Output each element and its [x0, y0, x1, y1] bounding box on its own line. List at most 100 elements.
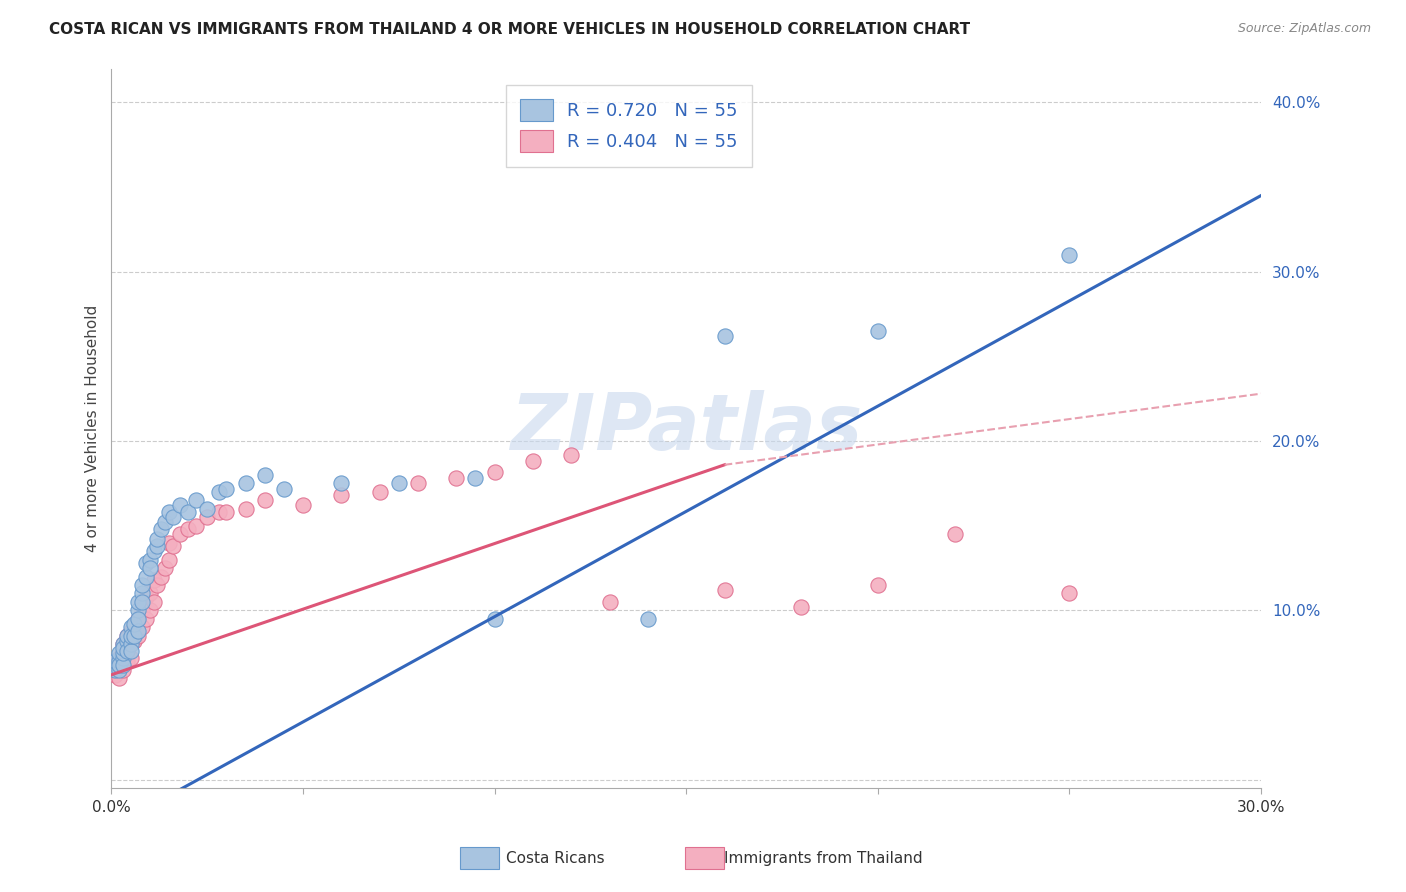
Point	[124, 620, 146, 634]
Point	[135, 556, 157, 570]
Point	[560, 448, 582, 462]
Point	[111, 663, 134, 677]
Point	[108, 671, 131, 685]
Point	[150, 569, 173, 583]
Point	[127, 612, 149, 626]
Point	[215, 505, 238, 519]
Point	[184, 518, 207, 533]
Point	[131, 578, 153, 592]
Point	[104, 663, 127, 677]
Point	[111, 637, 134, 651]
Point	[120, 629, 142, 643]
Point	[115, 634, 138, 648]
Point	[273, 482, 295, 496]
Point	[111, 640, 134, 655]
Point	[127, 629, 149, 643]
Point	[195, 510, 218, 524]
Point	[120, 637, 142, 651]
Text: 30.0%: 30.0%	[1237, 800, 1285, 815]
Point	[146, 539, 169, 553]
Point	[866, 578, 889, 592]
Point	[713, 329, 735, 343]
Point	[124, 617, 146, 632]
Point	[208, 484, 231, 499]
Point	[115, 629, 138, 643]
Point	[195, 501, 218, 516]
Point	[135, 612, 157, 626]
Point	[146, 578, 169, 592]
Point	[127, 612, 149, 626]
Point	[368, 484, 391, 499]
Point	[111, 657, 134, 672]
Point	[1059, 586, 1081, 600]
Point	[124, 634, 146, 648]
Point	[153, 561, 176, 575]
Point	[120, 620, 142, 634]
Point	[108, 663, 131, 677]
Point	[138, 561, 160, 575]
Point	[111, 646, 134, 660]
Point	[208, 505, 231, 519]
Point	[406, 476, 429, 491]
Point	[162, 510, 184, 524]
Point	[522, 454, 544, 468]
Point	[637, 612, 659, 626]
Point	[169, 527, 191, 541]
Point	[111, 650, 134, 665]
Text: Costa Ricans: Costa Ricans	[506, 851, 605, 865]
Point	[108, 657, 131, 672]
Point	[388, 476, 411, 491]
Point	[484, 612, 506, 626]
Point	[157, 535, 180, 549]
Point	[142, 544, 165, 558]
Point	[115, 654, 138, 668]
Point	[235, 476, 257, 491]
Point	[131, 586, 153, 600]
Point	[111, 637, 134, 651]
Point	[115, 644, 138, 658]
Text: ZIPatlas: ZIPatlas	[510, 391, 862, 467]
Point	[464, 471, 486, 485]
Point	[142, 573, 165, 587]
Point	[169, 499, 191, 513]
Legend: R = 0.720   N = 55, R = 0.404   N = 55: R = 0.720 N = 55, R = 0.404 N = 55	[506, 85, 752, 167]
Point	[120, 624, 142, 638]
Point	[153, 516, 176, 530]
Point	[108, 650, 131, 665]
Y-axis label: 4 or more Vehicles in Household: 4 or more Vehicles in Household	[86, 305, 100, 552]
Point	[120, 650, 142, 665]
Text: Source: ZipAtlas.com: Source: ZipAtlas.com	[1237, 22, 1371, 36]
Point	[142, 595, 165, 609]
Point	[124, 629, 146, 643]
Point	[127, 595, 149, 609]
Point	[111, 654, 134, 668]
Point	[127, 603, 149, 617]
Point	[138, 603, 160, 617]
Point	[131, 620, 153, 634]
Point	[157, 552, 180, 566]
Point	[138, 586, 160, 600]
Point	[131, 603, 153, 617]
Point	[866, 324, 889, 338]
Point	[713, 583, 735, 598]
Point	[157, 505, 180, 519]
Text: COSTA RICAN VS IMMIGRANTS FROM THAILAND 4 OR MORE VEHICLES IN HOUSEHOLD CORRELAT: COSTA RICAN VS IMMIGRANTS FROM THAILAND …	[49, 22, 970, 37]
Point	[135, 590, 157, 604]
Point	[135, 569, 157, 583]
Point	[1059, 248, 1081, 262]
Point	[115, 640, 138, 655]
Point	[599, 595, 621, 609]
Point	[177, 505, 200, 519]
Point	[484, 465, 506, 479]
Point	[111, 646, 134, 660]
Point	[146, 533, 169, 547]
Point	[150, 522, 173, 536]
Point	[108, 654, 131, 668]
Point	[184, 493, 207, 508]
Text: 0.0%: 0.0%	[91, 800, 131, 815]
Point	[446, 471, 468, 485]
Point	[235, 501, 257, 516]
Point	[108, 646, 131, 660]
Point	[108, 657, 131, 672]
Point	[120, 644, 142, 658]
